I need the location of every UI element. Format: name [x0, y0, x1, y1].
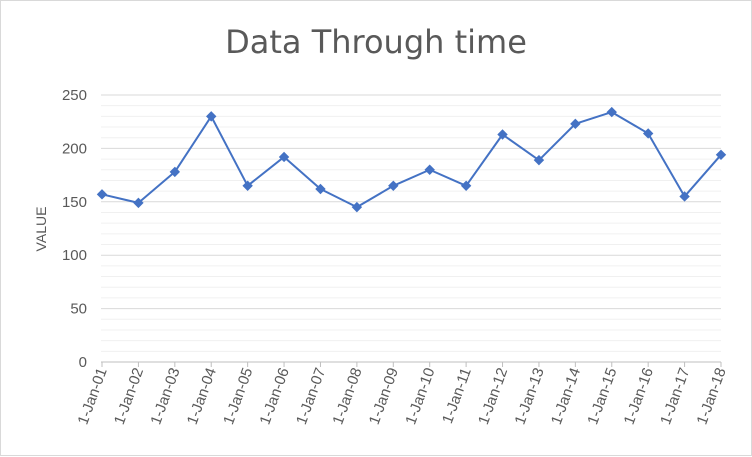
data-point	[570, 118, 581, 130]
data-point	[533, 154, 545, 166]
x-tick-label: 1-Jan-11	[439, 366, 475, 426]
data-point	[278, 151, 290, 163]
y-tick-label: 100	[62, 247, 87, 264]
series-line	[101, 111, 722, 209]
x-tick-label: 1-Jan-13	[511, 366, 547, 427]
y-tick-label: 50	[70, 301, 87, 318]
x-tick-label: 1-Jan-16	[621, 366, 657, 427]
data-point	[351, 201, 363, 213]
x-tick-label: 1-Jan-03	[147, 366, 183, 427]
data-point	[715, 149, 727, 161]
data-point	[206, 111, 217, 122]
chart-title: Data Through time	[225, 23, 527, 61]
x-tick-label: 1-Jan-07	[293, 366, 329, 427]
x-tick-label: 1-Jan-09	[366, 366, 402, 427]
x-tick-label: 1-Jan-17	[657, 366, 693, 427]
data-point	[242, 180, 253, 191]
data-point	[169, 166, 181, 178]
x-tick-label: 1-Jan-15	[584, 366, 620, 427]
data-point	[679, 191, 690, 202]
data-point	[133, 197, 144, 209]
y-tick-label: 150	[62, 194, 87, 211]
y-tick-label: 250	[62, 87, 87, 104]
x-tick-label: 1-Jan-10	[402, 366, 438, 427]
x-tick-label: 1-Jan-18	[694, 366, 730, 427]
data-point	[497, 129, 508, 140]
y-tick-label: 200	[62, 140, 87, 157]
x-tick-label: 1-Jan-06	[257, 366, 293, 427]
y-tick-label: 0	[79, 354, 87, 371]
data-point	[96, 189, 108, 200]
x-tick-label: 1-Jan-02	[111, 366, 147, 427]
data-point	[460, 180, 472, 191]
data-point	[388, 180, 399, 191]
x-tick-label: 1-Jan-01	[75, 366, 111, 427]
data-point	[424, 164, 435, 175]
data-point	[315, 183, 326, 195]
x-tick-label: 1-Jan-08	[329, 366, 365, 427]
data-point	[606, 106, 617, 118]
x-tick-label: 1-Jan-12	[475, 366, 511, 427]
x-tick-label: 1-Jan-14	[548, 366, 584, 427]
data-point	[642, 128, 654, 139]
x-tick-label: 1-Jan-05	[220, 366, 256, 427]
x-tick-label: 1-Jan-04	[184, 366, 220, 427]
